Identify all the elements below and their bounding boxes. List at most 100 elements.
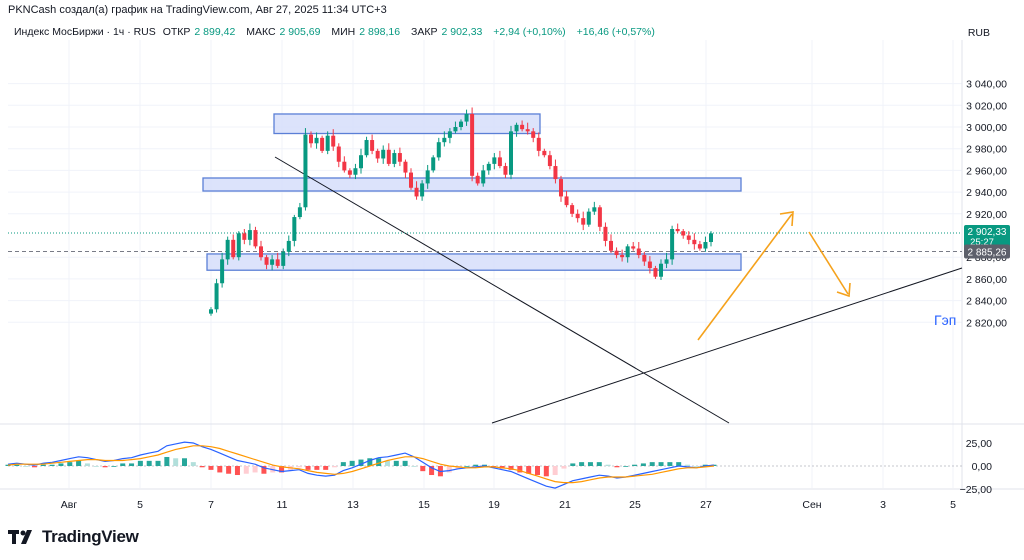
gap-annotation: Гэп bbox=[934, 312, 956, 328]
y-tick-label: 2 840,00 bbox=[966, 296, 1007, 308]
candle-body bbox=[647, 261, 652, 269]
macd-histogram-bar bbox=[314, 466, 320, 470]
candle bbox=[309, 131, 313, 148]
candle-body bbox=[231, 239, 236, 258]
candle bbox=[664, 252, 669, 269]
macd-histogram-bar bbox=[23, 466, 29, 467]
candle-body bbox=[642, 255, 647, 262]
macd-histogram-bar bbox=[120, 463, 126, 466]
candle-body bbox=[703, 242, 708, 249]
low-label: МИН bbox=[331, 26, 356, 38]
candle bbox=[370, 134, 375, 155]
candle bbox=[381, 145, 386, 164]
macd-histogram-bar bbox=[243, 466, 249, 474]
candle bbox=[514, 122, 519, 137]
low-value: 2 898,16 bbox=[359, 26, 401, 38]
candle-body bbox=[325, 135, 330, 151]
macd-histogram-bar bbox=[155, 460, 161, 466]
candle bbox=[281, 248, 286, 270]
macd-histogram-bar bbox=[340, 462, 346, 466]
macd-line bbox=[7, 441, 715, 489]
macd-histogram-bar bbox=[517, 466, 523, 473]
candle-body bbox=[525, 129, 530, 132]
macd-histogram-bar bbox=[5, 464, 11, 466]
change2-value: +16,46 (+0,57%) bbox=[576, 26, 655, 38]
x-tick-label: 25 bbox=[629, 499, 641, 511]
x-tick-label: 5 bbox=[950, 499, 956, 511]
macd-histogram-bar bbox=[173, 458, 179, 466]
symbol-label[interactable]: Индекс МосБиржи · 1ч · RUS bbox=[14, 26, 156, 38]
last-price-label: 2 902,33 bbox=[968, 227, 1007, 238]
candle-body bbox=[320, 137, 325, 151]
candle bbox=[520, 120, 525, 132]
candle bbox=[220, 252, 225, 288]
macd-histogram-bar bbox=[658, 462, 664, 466]
macd-histogram-bar bbox=[649, 462, 655, 466]
candle-body bbox=[486, 163, 491, 171]
close-label: ЗАКР bbox=[411, 26, 438, 38]
candle-body bbox=[603, 226, 608, 241]
candle bbox=[342, 156, 347, 173]
candle bbox=[625, 244, 630, 263]
candle-body bbox=[536, 137, 541, 151]
candle bbox=[247, 223, 252, 246]
candle-body bbox=[225, 239, 230, 260]
candle-body bbox=[220, 259, 225, 284]
tradingview-logo-text: TradingView bbox=[42, 527, 139, 546]
prev-close-tag: 2 885,26 bbox=[964, 244, 1010, 259]
y-tick-label: 2 860,00 bbox=[966, 274, 1007, 286]
candle-body bbox=[664, 259, 669, 264]
candle-body bbox=[503, 166, 508, 175]
macd-histogram-bar bbox=[76, 460, 82, 466]
candle bbox=[447, 128, 452, 144]
candle-body bbox=[442, 137, 447, 143]
candle bbox=[314, 132, 319, 149]
y-tick-label: 2 920,00 bbox=[966, 209, 1007, 221]
x-tick-label: 11 bbox=[277, 499, 288, 511]
trend-line-down bbox=[274, 156, 730, 424]
candle bbox=[609, 234, 613, 253]
candle-body bbox=[392, 153, 397, 164]
candle bbox=[431, 155, 436, 173]
candle-body bbox=[636, 248, 641, 256]
candle-body bbox=[431, 157, 436, 171]
macd-histogram-bar bbox=[358, 459, 364, 466]
candle-body bbox=[625, 246, 630, 258]
macd-histogram-bar bbox=[252, 466, 258, 473]
last-price-tag-bg bbox=[964, 224, 1010, 247]
candle bbox=[703, 236, 708, 252]
macd-histogram-bar bbox=[40, 464, 46, 466]
candle bbox=[436, 137, 441, 161]
candle bbox=[442, 131, 447, 147]
candle-body bbox=[531, 131, 536, 138]
macd-histogram-bar bbox=[446, 466, 452, 473]
candle bbox=[420, 180, 425, 201]
macd-histogram-bar bbox=[429, 466, 435, 476]
candle bbox=[620, 249, 625, 262]
macd-histogram-bar bbox=[305, 466, 311, 470]
candle-body bbox=[542, 150, 547, 156]
y-tick-label: 2 820,00 bbox=[966, 317, 1007, 329]
currency-label[interactable]: RUB bbox=[967, 27, 990, 39]
price-chart[interactable]: 3 040,00 3 020,00 3 000,00 2 980,00 2 960,00… bbox=[0, 0, 1024, 520]
macd-histogram-bar bbox=[393, 460, 399, 466]
macd-histogram-bar bbox=[482, 464, 488, 466]
candle bbox=[403, 159, 408, 178]
forecast-arrow-up bbox=[697, 213, 793, 341]
candle-body bbox=[314, 137, 319, 144]
candle-body bbox=[309, 134, 313, 144]
x-tick-label: 27 bbox=[700, 499, 712, 511]
macd-histogram-bar bbox=[93, 466, 99, 467]
candle bbox=[364, 136, 369, 158]
candle-body bbox=[386, 149, 391, 164]
macd-histogram-bar bbox=[190, 462, 196, 466]
candle bbox=[375, 148, 380, 163]
candle bbox=[353, 163, 358, 180]
candle-body bbox=[270, 259, 275, 265]
candle bbox=[359, 148, 363, 174]
candle bbox=[692, 233, 697, 250]
forecast-arrow-down bbox=[808, 231, 849, 295]
candle-body bbox=[586, 211, 591, 225]
high-value: 2 905,69 bbox=[279, 26, 321, 38]
